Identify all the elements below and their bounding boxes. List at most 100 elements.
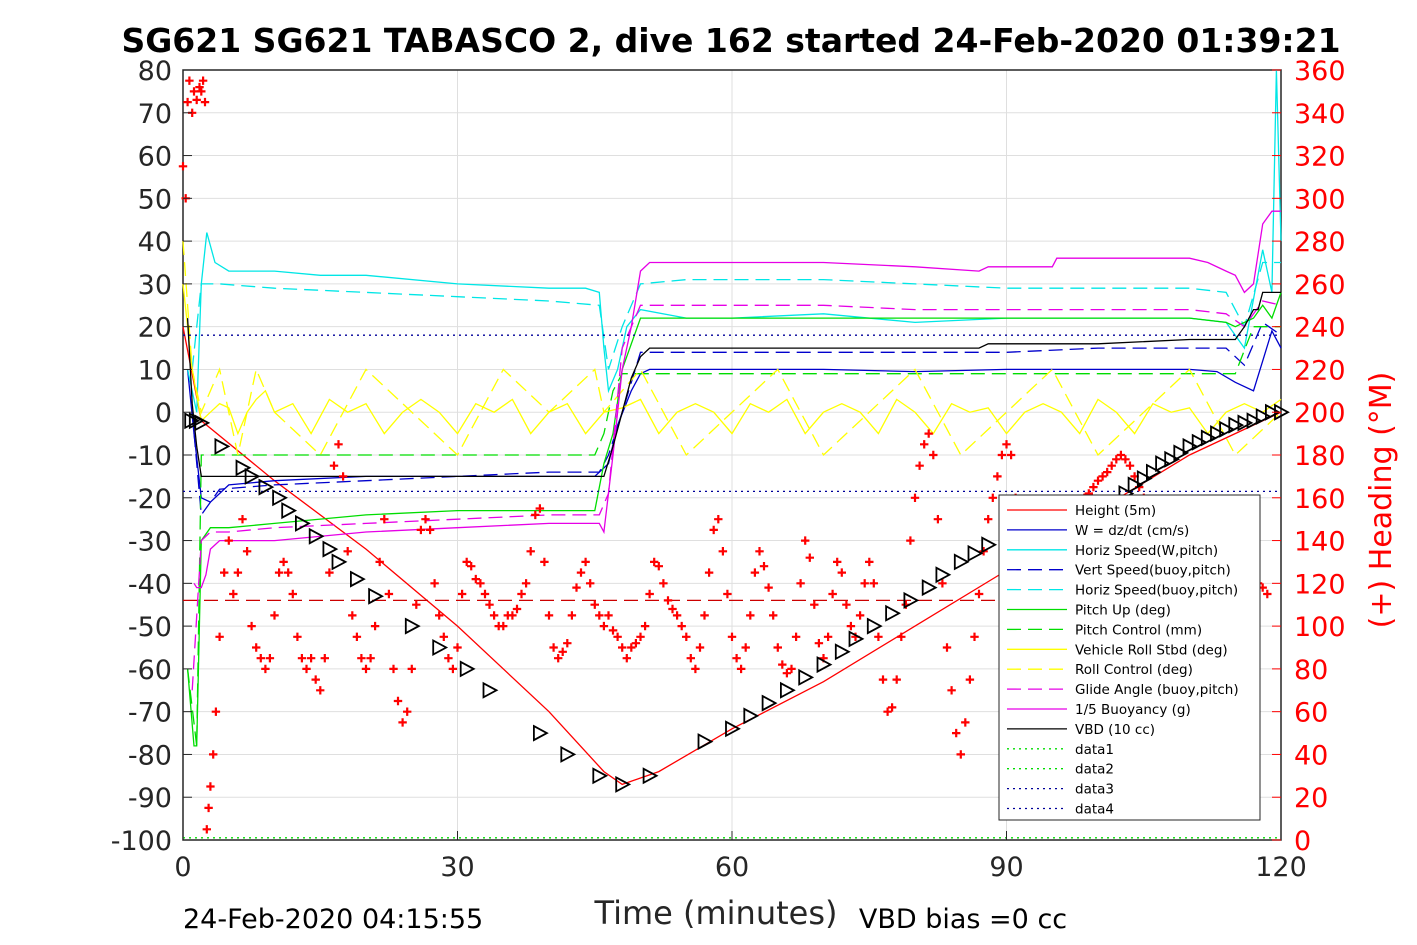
triangle-marker-11 [322, 540, 339, 558]
heading-marker-53 [384, 589, 394, 599]
heading-marker-209 [1098, 472, 1107, 481]
triangle-marker-13 [349, 570, 366, 588]
y-tick-label-11: -30 [128, 527, 172, 558]
heading-marker-21 [238, 515, 247, 524]
legend-label-12: data1 [1075, 742, 1114, 758]
x-axis-label: Time (minutes) [594, 894, 838, 932]
heading-marker-101 [604, 611, 613, 620]
triangle-marker-25 [725, 720, 741, 738]
heading-marker-55 [393, 696, 403, 706]
y-right-tick-label-8: 200 [1294, 398, 1346, 429]
heading-marker-174 [938, 579, 947, 588]
y-right-tick-label-10: 160 [1294, 484, 1346, 515]
y-right-tick-label-14: 80 [1294, 655, 1328, 686]
heading-marker-245 [1263, 589, 1272, 599]
heading-marker-7 [195, 82, 204, 92]
heading-marker-37 [311, 675, 320, 684]
legend-label-7: Vehicle Roll Stbd (deg) [1075, 642, 1228, 658]
heading-marker-171 [924, 429, 933, 438]
heading-marker-124 [709, 525, 718, 535]
heading-marker-128 [727, 632, 737, 641]
heading-marker-88 [544, 611, 554, 620]
heading-marker-133 [750, 568, 760, 577]
y-right-tick-label-15: 60 [1294, 698, 1328, 729]
series-line-4 [191, 261, 1281, 370]
y-tick-label-1: 70 [138, 99, 172, 130]
heading-marker-26 [261, 664, 270, 674]
heading-marker-119 [686, 654, 695, 663]
heading-marker-137 [769, 611, 778, 620]
heading-marker-97 [586, 579, 595, 588]
heading-marker-54 [389, 664, 398, 674]
heading-marker-30 [279, 557, 288, 567]
footer-timestamp: 24-Feb-2020 04:15:55 [183, 904, 483, 935]
heading-marker-114 [663, 596, 673, 605]
heading-marker-167 [906, 536, 915, 545]
legend-label-2: Horiz Speed(W,pitch) [1075, 543, 1218, 559]
heading-marker-126 [718, 547, 728, 556]
heading-markers [179, 77, 1272, 834]
heading-marker-8 [197, 87, 206, 96]
heading-marker-20 [233, 568, 243, 577]
triangle-marker-18 [482, 681, 499, 699]
right-axis-label: (+) Heading (°M) [1364, 372, 1399, 629]
series-line-3 [191, 321, 1282, 517]
heading-marker-151 [833, 557, 842, 567]
heading-marker-68 [453, 643, 462, 652]
y-right-tick-label-13: 100 [1294, 612, 1346, 643]
heading-marker-178 [956, 750, 965, 759]
heading-marker-65 [439, 632, 448, 641]
heading-marker-49 [366, 654, 375, 663]
axis-ticks: 0 30 60 90 12080706050403020100-10-20-30-40-… [111, 56, 1346, 883]
y-tick-label-14: -60 [128, 655, 172, 686]
heading-marker-210 [1103, 467, 1112, 477]
x-tick-label-1: 30 [440, 852, 474, 883]
y-tick-label-7: 10 [138, 355, 172, 386]
heading-marker-93 [567, 611, 577, 620]
heading-marker-29 [274, 568, 284, 577]
y-right-tick-label-3: 300 [1294, 184, 1346, 215]
heading-marker-175 [942, 643, 952, 652]
y-right-tick-label-12: 120 [1294, 569, 1346, 600]
heading-marker-122 [700, 611, 709, 620]
triangle-marker-35 [903, 591, 920, 609]
heading-marker-46 [352, 632, 362, 641]
triangle-marker-48 [1182, 437, 1199, 455]
x-tick-label-4: 120 [1255, 852, 1307, 883]
heading-marker-56 [398, 718, 407, 727]
heading-marker-75 [485, 600, 494, 609]
heading-marker-102 [608, 626, 618, 635]
y-tick-label-15: -70 [128, 698, 172, 729]
heading-marker-168 [910, 493, 920, 502]
heading-marker-120 [691, 664, 700, 674]
heading-marker-160 [874, 632, 883, 641]
triangle-marker-23 [642, 767, 659, 785]
triangle-marker-52 [1219, 420, 1235, 438]
triangle-marker-19 [533, 724, 549, 742]
legend-label-1: W = dz/dt (cm/s) [1075, 523, 1189, 539]
y-right-tick-label-5: 260 [1294, 270, 1346, 301]
x-tick-label-3: 90 [989, 852, 1023, 883]
heading-marker-130 [736, 664, 746, 674]
heading-marker-80 [508, 611, 517, 620]
heading-marker-61 [421, 515, 430, 524]
heading-marker-214 [1121, 455, 1130, 464]
triangle-marker-56 [1255, 407, 1272, 426]
triangle-markers [184, 403, 1290, 793]
heading-marker-60 [416, 525, 426, 535]
y-right-tick-label-18: 0 [1294, 826, 1311, 857]
heading-marker-64 [435, 611, 444, 620]
heading-marker-24 [252, 643, 261, 652]
y-right-tick-label-0: 360 [1294, 56, 1346, 87]
triangle-marker-38 [953, 553, 970, 571]
heading-marker-106 [627, 643, 636, 652]
y-right-tick-label-16: 40 [1294, 740, 1328, 771]
series-line-7 [182, 283, 1282, 436]
heading-marker-131 [741, 643, 750, 652]
heading-marker-39 [320, 654, 329, 663]
heading-marker-62 [425, 525, 435, 535]
heading-marker-142 [791, 632, 801, 641]
heading-marker-139 [778, 660, 787, 669]
heading-marker-82 [517, 589, 526, 599]
heading-marker-6 [192, 95, 201, 105]
